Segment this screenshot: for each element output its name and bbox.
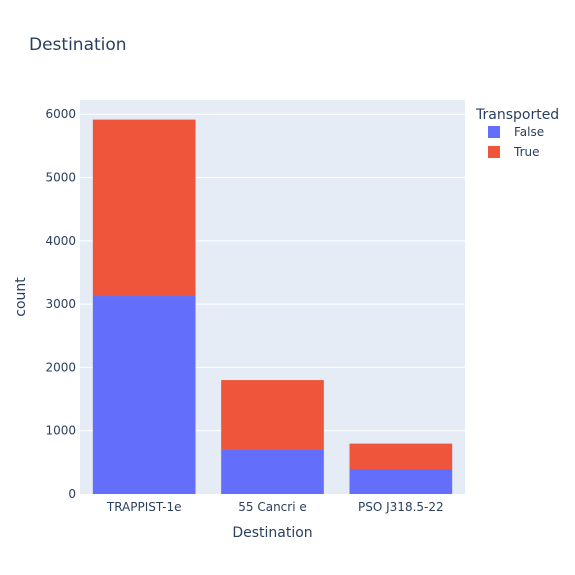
x-tick-label: PSO J318.5-22 [358, 500, 444, 514]
legend-title: Transported [475, 107, 559, 123]
bars [92, 119, 453, 494]
legend: Transported False True [475, 107, 559, 159]
legend-label-true[interactable]: True [513, 145, 540, 159]
y-tick-label: 4000 [45, 234, 76, 248]
bar-false-1 [221, 449, 324, 494]
x-tick-label: TRAPPIST-1e [106, 500, 182, 514]
bar-true-0 [92, 119, 196, 297]
y-tick-label: 3000 [45, 297, 76, 311]
y-tick-label: 1000 [45, 424, 76, 438]
chart-title: Destination [29, 35, 127, 55]
y-tick-label: 5000 [45, 171, 76, 185]
y-tick-label: 2000 [45, 360, 76, 374]
x-axis-ticks: TRAPPIST-1e 55 Cancri e PSO J318.5-22 [106, 500, 444, 514]
legend-swatch-false[interactable] [488, 126, 500, 138]
x-axis-label: Destination [232, 525, 312, 541]
y-tick-label: 0 [68, 487, 76, 501]
y-tick-label: 6000 [45, 107, 76, 121]
bar-true-2 [349, 443, 453, 469]
bar-false-2 [349, 468, 453, 494]
bar-true-1 [221, 380, 324, 450]
legend-swatch-true[interactable] [488, 146, 500, 158]
legend-label-false[interactable]: False [514, 125, 544, 139]
x-tick-label: 55 Cancri e [238, 500, 306, 514]
y-axis-label: count [13, 277, 29, 317]
bar-false-0 [92, 296, 196, 494]
y-axis-ticks: 0 1000 2000 3000 4000 5000 6000 [45, 107, 76, 501]
